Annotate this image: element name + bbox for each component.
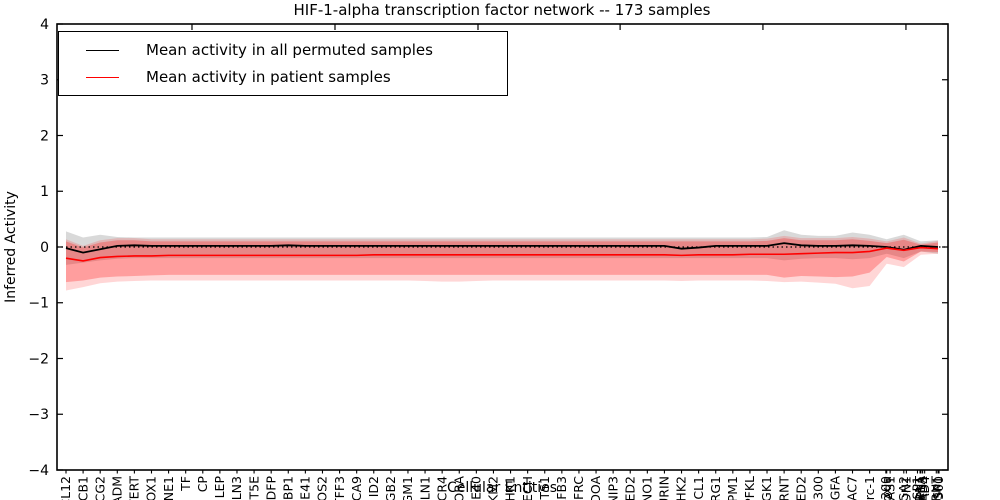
y-tick-label: 3 xyxy=(40,73,49,89)
x-tick-label: TERT xyxy=(127,476,142,500)
legend-label-permuted: Mean activity in all permuted samples xyxy=(146,41,433,59)
y-tick-label: 1 xyxy=(40,184,49,200)
x-tick-label: TFRC xyxy=(571,476,586,500)
x-tick-label: NDRG1 xyxy=(708,476,723,500)
legend-line-swatch-black xyxy=(86,49,119,51)
x-tick-label: NPM1 xyxy=(725,476,740,500)
y-tick-label: −2 xyxy=(28,351,49,367)
y-tick-label: 2 xyxy=(40,128,49,144)
x-tick-label: EP300 xyxy=(878,476,893,500)
x-tick-label: FURIN xyxy=(657,476,672,500)
x-tick-label: PFKL xyxy=(742,476,757,500)
x-tick-label: CXCR4 xyxy=(434,476,449,500)
x-tick-label: BNIP3 xyxy=(605,476,620,500)
legend-entry-permuted: Mean activity in all permuted samples xyxy=(73,41,497,59)
x-tick-label: SERPINE1 xyxy=(161,476,176,500)
x-tick-label: HK1 xyxy=(503,476,518,500)
x-tick-label: HIF1A xyxy=(913,476,928,500)
x-tick-label: EPAS1 xyxy=(882,476,897,500)
x-tick-label: ITGB2 xyxy=(383,476,398,500)
band-permuted-samples-range xyxy=(66,230,938,265)
x-tick-label: EGLN3 xyxy=(229,476,244,500)
x-tick-label: HIF1A/ARNT xyxy=(776,476,791,500)
x-tick-label: ABCG2 xyxy=(92,476,107,500)
x-tick-label: MCL1 xyxy=(691,476,706,500)
x-tick-label: BHLHE41 xyxy=(298,476,313,500)
x-tick-label: CITED2 xyxy=(622,476,637,500)
legend-label-patient: Mean activity in patient samples xyxy=(146,68,391,86)
x-tick-label: PGM1 xyxy=(400,476,415,500)
x-tick-label: response to hypoxia xyxy=(879,476,894,500)
legend-line-swatch-red xyxy=(86,76,119,78)
x-tick-label: TF xyxy=(178,476,193,492)
x-tick-label: HK2 xyxy=(674,476,689,500)
x-tick-label: SMAD3/SMAD4/SP1 xyxy=(930,476,945,500)
x-tick-label: HIF1A/ARNT xyxy=(928,476,943,500)
chart-title: HIF-1-alpha transcription factor network… xyxy=(293,1,711,19)
x-tick-label: FECH xyxy=(520,476,535,500)
x-tick-label: ID2 xyxy=(366,476,381,497)
x-tick-label: LEP xyxy=(212,476,227,499)
x-axis-label: Cellular Entities xyxy=(446,480,558,496)
legend: Mean activity in all permuted samples Me… xyxy=(58,31,508,96)
x-tick-label: PFKFB3 xyxy=(554,476,569,500)
x-tick-label: Cbp/p300/CITED2 xyxy=(793,476,808,500)
x-tick-label: ADFP xyxy=(263,476,278,500)
x-tick-label: ARNT xyxy=(912,476,927,500)
x-tick-label: HIF1A/ARNT/Cbp/p300/Src-1 xyxy=(862,476,877,500)
band-patient-samples-range-outer xyxy=(66,235,938,291)
x-tick-label: CXCL12 xyxy=(58,476,73,500)
y-tick-label: 0 xyxy=(40,240,49,256)
x-tick-label: ABCB1 xyxy=(75,476,90,500)
x-tick-label: SMAD3 xyxy=(915,476,930,500)
legend-entry-patient: Mean activity in patient samples xyxy=(73,68,497,86)
x-tick-label: SMAD4 xyxy=(917,476,932,500)
x-tick-label: PGK1 xyxy=(759,476,774,500)
x-tick-label: ENO1 xyxy=(640,476,655,500)
band-patient-samples-range-inner xyxy=(66,238,938,283)
x-tick-label: ETS1 xyxy=(537,476,552,500)
x-tick-label: ALDOA xyxy=(588,476,603,500)
y-axis-label: Inferred Activity xyxy=(3,191,19,303)
y-tick-label: −1 xyxy=(28,296,49,312)
x-tick-label: CP xyxy=(195,476,210,493)
x-tick-label: HMGA2 xyxy=(896,476,911,500)
x-tick-label: ADM xyxy=(109,476,124,500)
x-tick-label: HIF1A/ARNT/Cbp/p300/HDAC7 xyxy=(845,476,860,500)
x-tick-label: HIF1A/ARNT/Cbp/p300 xyxy=(811,476,826,500)
x-tick-label: EGLN1 xyxy=(417,476,432,500)
y-tick-label: −3 xyxy=(28,407,49,423)
x-tick-label: VEGFA xyxy=(828,476,843,500)
x-tick-label: Cbp/p300 xyxy=(931,476,946,500)
y-tick-label: −4 xyxy=(28,463,49,479)
x-tick-label: TFF3 xyxy=(332,476,347,500)
series-line-patient xyxy=(65,246,939,262)
x-tick-label: SP1 xyxy=(910,476,925,499)
y-tick-label: 4 xyxy=(40,17,49,33)
series-line-permuted xyxy=(65,242,939,254)
x-tick-label: BHLHE40 xyxy=(469,476,484,500)
x-tick-label: EDN1 xyxy=(899,476,914,500)
x-tick-label: NOS2 xyxy=(315,476,330,500)
x-tick-label: IGFBP1 xyxy=(280,476,295,500)
x-tick-label: HMOX1 xyxy=(144,476,159,500)
x-tick-label: PKM2 xyxy=(486,476,501,500)
x-tick-label: NT5E xyxy=(246,476,261,500)
x-tick-label: RORA xyxy=(451,476,466,500)
x-tick-label: CA9 xyxy=(349,476,364,500)
